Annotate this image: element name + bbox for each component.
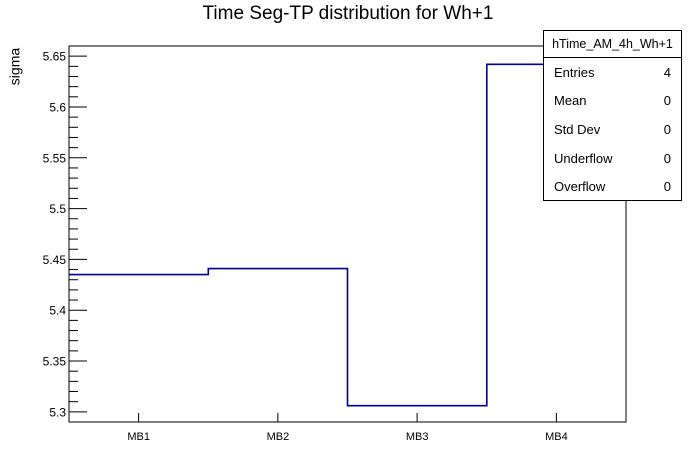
- stats-box-title: hTime_AM_4h_Wh+1: [544, 31, 681, 58]
- chart-title: Time Seg-TP distribution for Wh+1: [202, 3, 494, 24]
- x-tick-label: MB2: [267, 431, 290, 443]
- y-tick-label: 5.4: [49, 304, 66, 318]
- stat-label: Underflow: [554, 150, 613, 166]
- y-tick-label: 5.55: [43, 151, 67, 165]
- y-tick-label: 5.3: [49, 405, 66, 419]
- stat-value: 0: [663, 179, 671, 195]
- x-tick-label: MB3: [406, 431, 429, 443]
- stat-label: Mean: [554, 93, 587, 109]
- y-tick-label: 5.65: [43, 50, 67, 64]
- y-tick-label: 5.5: [49, 202, 66, 216]
- stats-row: Std Dev 0: [544, 115, 681, 144]
- stats-row: Overflow 0: [544, 172, 681, 201]
- stat-value: 0: [663, 93, 671, 109]
- stat-label: Entries: [554, 64, 595, 80]
- stats-row: Underflow 0: [544, 144, 681, 173]
- x-tick-label: MB1: [127, 431, 150, 443]
- stat-label: Overflow: [554, 179, 606, 195]
- plot-frame: [68, 45, 627, 423]
- stat-value: 4: [663, 64, 671, 80]
- stats-row: Mean 0: [544, 87, 681, 116]
- stats-row: Entries 4: [544, 58, 681, 87]
- y-tick-label: 5.6: [49, 100, 66, 114]
- x-tick-label: MB4: [545, 431, 568, 443]
- stat-value: 0: [663, 150, 671, 166]
- stats-box[interactable]: hTime_AM_4h_Wh+1 Entries 4 Mean 0 Std De…: [543, 30, 682, 201]
- stat-label: Std Dev: [554, 121, 601, 137]
- histogram-line: [69, 63, 626, 407]
- y-tick-label: 5.35: [43, 355, 67, 369]
- stat-value: 0: [663, 121, 671, 137]
- y-tick-label: 5.45: [43, 253, 67, 267]
